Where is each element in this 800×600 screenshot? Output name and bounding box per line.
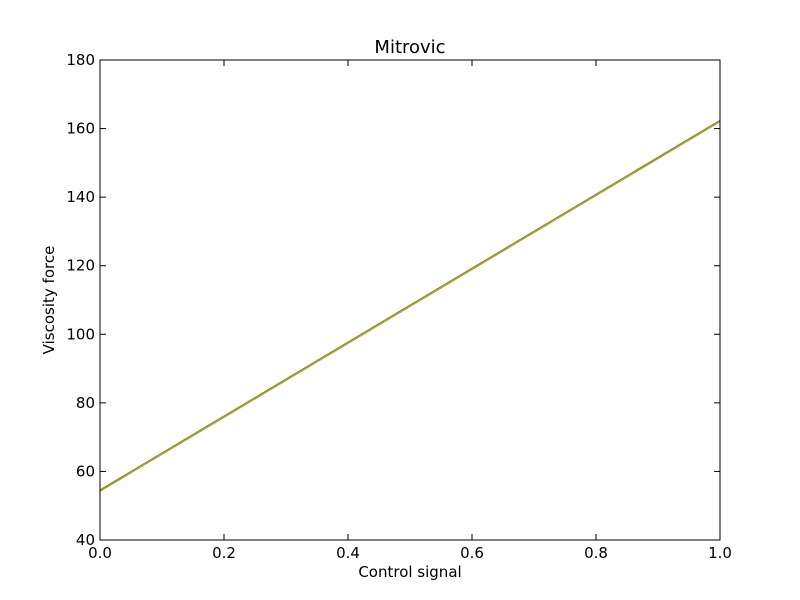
plot-frame — [99, 59, 721, 541]
series-line-1 — [99, 121, 721, 492]
series-line-2 — [99, 119, 721, 491]
y-tick-label: 80 — [76, 394, 95, 412]
x-tick-label: 0.4 — [336, 544, 360, 562]
y-tick-label: 180 — [66, 51, 95, 69]
y-tick-label: 60 — [76, 462, 95, 480]
chart-title: Mitrovic — [374, 37, 445, 58]
y-tick-label: 120 — [66, 257, 95, 275]
y-axis-label: Viscosity force — [40, 246, 58, 355]
x-tick-label: 0.0 — [88, 544, 112, 562]
y-tick-label: 160 — [66, 120, 95, 138]
y-tick-label: 140 — [66, 188, 95, 206]
y-tick-label: 40 — [76, 531, 95, 549]
x-tick-label: 0.8 — [584, 544, 608, 562]
x-tick-label: 1.0 — [708, 544, 732, 562]
x-axis-label: Control signal — [358, 563, 461, 581]
x-tick-label: 0.2 — [212, 544, 236, 562]
x-tick-label: 0.6 — [460, 544, 484, 562]
y-tick-label: 100 — [66, 325, 95, 343]
